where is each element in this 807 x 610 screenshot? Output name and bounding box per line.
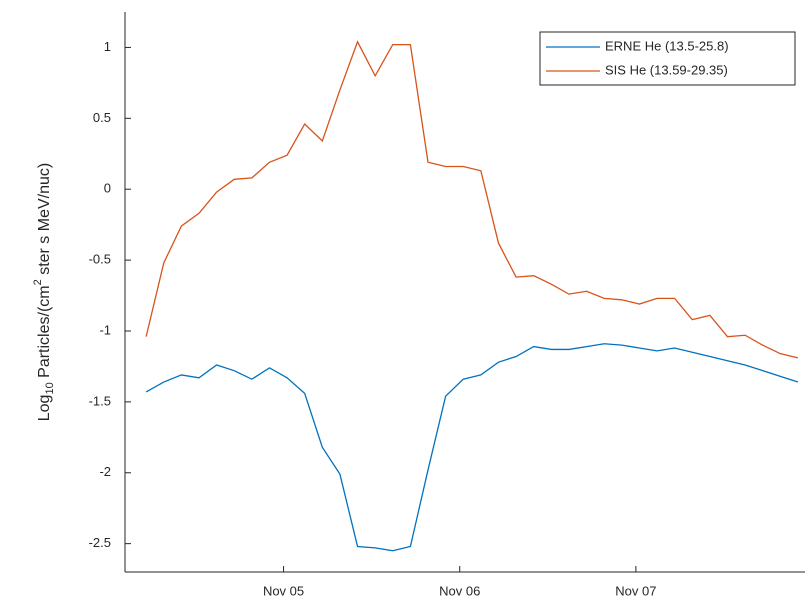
y-tick-label: -2.5	[89, 535, 111, 550]
y-tick-label: 0	[104, 181, 111, 196]
legend-label: ERNE He (13.5-25.8)	[605, 38, 729, 53]
x-tick-label: Nov 06	[439, 583, 480, 598]
y-tick-label: -2	[99, 464, 111, 479]
y-label-part: ster s MeV/nuc)	[36, 163, 53, 279]
series-line	[145, 40, 799, 359]
y-label-part: Particles/(cm	[36, 285, 53, 382]
y-tick-label: -0.5	[89, 252, 111, 267]
y-tick-label: 1	[104, 39, 111, 54]
y-tick-label: 0.5	[93, 110, 111, 125]
x-tick-label: Nov 05	[263, 583, 304, 598]
y-axis-label: Log10 Particles/(cm2 ster s MeV/nuc)	[32, 163, 56, 421]
legend-box	[539, 31, 796, 86]
x-tick-label: Nov 07	[615, 583, 656, 598]
y-label-part: Log	[36, 395, 53, 422]
series-line	[145, 343, 799, 552]
y-tick-label: -1	[99, 322, 111, 337]
y-tick-label: -1.5	[89, 393, 111, 408]
legend-label: SIS He (13.59-29.35)	[605, 62, 728, 77]
y-label-sub: 10	[44, 382, 56, 394]
y-label-sup: 2	[32, 279, 44, 285]
